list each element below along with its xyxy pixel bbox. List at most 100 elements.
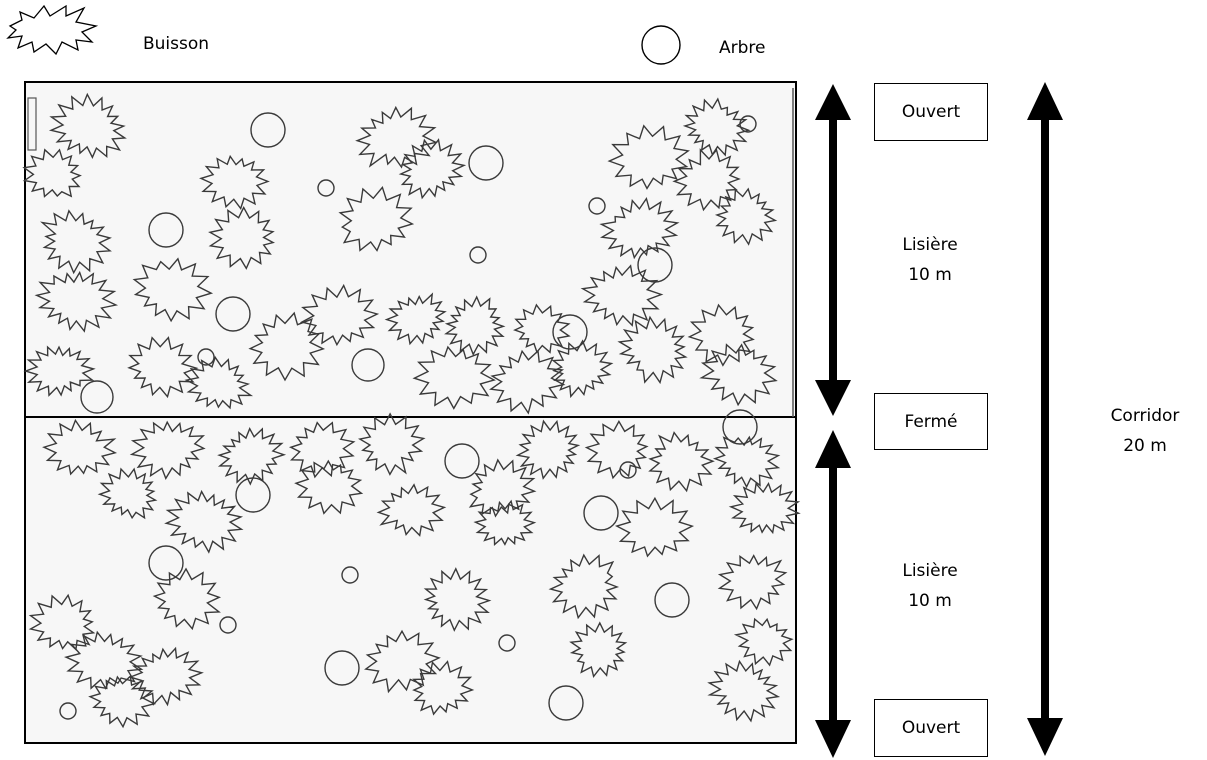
tree-icon xyxy=(468,145,504,181)
bush-icon xyxy=(248,311,326,382)
bush-icon xyxy=(294,459,364,515)
bush-icon xyxy=(712,435,781,489)
top-edge-arrow xyxy=(815,84,851,416)
tree-icon xyxy=(498,634,516,652)
tree-icon xyxy=(588,197,606,215)
bush-icon xyxy=(617,315,688,385)
bottom-edge-name: Lisière xyxy=(902,561,958,581)
legend-tree-label: Arbre xyxy=(719,38,766,58)
bush-icon xyxy=(648,431,715,493)
bush-icon xyxy=(199,154,270,211)
top-edge-label: Lisière 10 m xyxy=(870,230,990,290)
bush-icon xyxy=(364,629,441,694)
bush-icon xyxy=(152,567,222,631)
bottom-edge-arrow xyxy=(815,430,851,758)
bush-icon xyxy=(64,630,144,690)
bush-icon xyxy=(384,292,447,346)
bush-icon xyxy=(728,482,801,535)
bush-icon xyxy=(28,593,96,651)
bottom-open-box: Ouvert xyxy=(874,699,988,757)
tree-icon xyxy=(148,212,184,248)
bush-icon xyxy=(580,264,664,327)
bush-icon xyxy=(288,421,356,479)
bush-icon xyxy=(551,339,614,399)
tree-icon xyxy=(654,582,690,618)
top-edge-width: 10 m xyxy=(908,265,952,285)
bush-icon xyxy=(97,467,158,520)
tree-icon xyxy=(59,702,77,720)
bush-icon xyxy=(599,196,680,260)
tree-icon xyxy=(235,477,271,513)
tree-icon xyxy=(739,115,757,133)
bush-icon xyxy=(489,349,566,415)
bush-icon xyxy=(42,418,118,476)
tree-icon xyxy=(148,545,184,581)
bush-icon xyxy=(208,205,275,270)
tree-icon xyxy=(583,495,619,531)
tree-icon xyxy=(722,409,758,445)
top-open-box: Ouvert xyxy=(874,83,988,141)
top-edge-zone xyxy=(24,81,797,418)
bush-group xyxy=(22,92,801,729)
tree-icon xyxy=(444,443,480,479)
bush-icon xyxy=(355,105,438,169)
bush-icon xyxy=(714,187,778,246)
bush-icon xyxy=(468,458,537,518)
tree-icon xyxy=(548,685,584,721)
tree-icon xyxy=(197,348,215,366)
bottom-edge-width: 10 m xyxy=(908,591,952,611)
bush-icon xyxy=(164,489,244,554)
bush-icon xyxy=(128,646,204,707)
bottom-edge-zone xyxy=(24,416,797,744)
bush-icon xyxy=(614,496,695,558)
bush-icon xyxy=(398,138,467,200)
bush-icon xyxy=(412,345,496,410)
bush-icon xyxy=(132,257,214,323)
top-edge-name: Lisière xyxy=(902,235,958,255)
bush-icon xyxy=(548,553,620,620)
bush-icon xyxy=(412,660,475,716)
bush-icon xyxy=(127,336,199,399)
bush-icon xyxy=(48,92,127,159)
corridor-label: Corridor 20 m xyxy=(1090,401,1200,461)
tree-icon xyxy=(469,246,487,264)
bush-icon xyxy=(423,567,492,632)
tree-icon xyxy=(351,348,385,382)
bush-icon xyxy=(184,355,254,410)
tree-icon xyxy=(641,25,681,65)
bush-icon xyxy=(23,345,96,397)
tree-icon xyxy=(80,380,114,414)
tree-icon xyxy=(317,179,335,197)
corridor-arrow xyxy=(1027,82,1063,756)
tree-group xyxy=(59,112,758,721)
bottom-edge-label: Lisière 10 m xyxy=(870,556,990,616)
bush-icon xyxy=(672,148,741,212)
bush-icon xyxy=(717,554,788,611)
bush-icon xyxy=(22,148,82,198)
bush-icon xyxy=(299,283,380,347)
bush-icon xyxy=(40,209,112,275)
bush-icon xyxy=(513,303,571,354)
bush-icon xyxy=(707,659,781,723)
tree-icon xyxy=(215,296,251,332)
tree-icon xyxy=(219,616,237,634)
bush-icon xyxy=(88,674,157,729)
bush-icon xyxy=(569,621,628,678)
bush-icon xyxy=(473,499,537,547)
bush-icon xyxy=(699,343,778,407)
tree-icon xyxy=(637,247,673,283)
bush-icon xyxy=(687,303,755,367)
middle-closed-box: Fermé xyxy=(874,393,988,450)
bush-icon xyxy=(515,419,581,480)
bush-icon xyxy=(129,420,206,480)
tree-icon xyxy=(324,650,360,686)
bush-icon xyxy=(444,295,506,356)
corridor-name: Corridor xyxy=(1110,406,1180,426)
bush-icon xyxy=(584,419,649,480)
corridor-width: 20 m xyxy=(1123,436,1167,456)
bush-icon xyxy=(357,412,426,476)
bush-icon xyxy=(6,4,99,56)
bush-icon xyxy=(34,270,119,333)
tree-icon xyxy=(341,566,359,584)
